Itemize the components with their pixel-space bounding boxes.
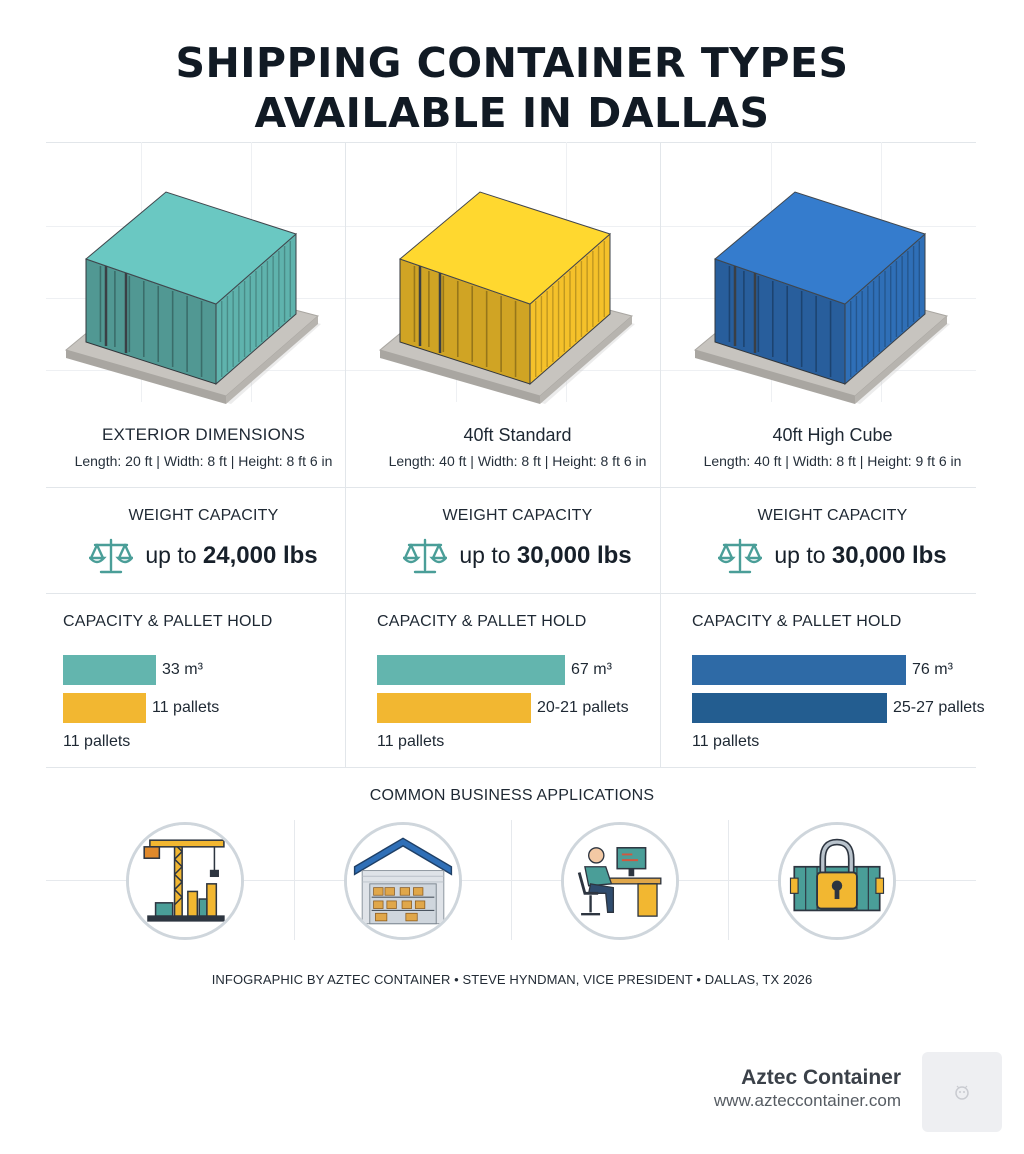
office-worker-icon: [561, 822, 679, 940]
weight-prefix: up to: [774, 542, 826, 568]
scale-icon: [89, 538, 134, 574]
page-title-line-2: AVAILABLE IN DALLAS: [254, 89, 770, 137]
weight-amount: 24,000 lbs: [202, 542, 318, 569]
warehouse-storage-icon: [344, 822, 462, 940]
construction-crane-icon: [126, 822, 244, 940]
pallet-bar: [63, 693, 146, 723]
capacity-label: CAPACITY & PALLET HOLD: [377, 613, 587, 630]
dimensions-text: Length: 40 ft | Width: 8 ft | Height: 9 …: [703, 453, 962, 469]
capacity-label: CAPACITY & PALLET HOLD: [692, 613, 902, 630]
dimensions-heading: 40ft High Cube: [772, 425, 893, 445]
brand-name[interactable]: Aztec Container: [741, 1066, 901, 1089]
dimensions-text: Length: 40 ft | Width: 8 ft | Height: 8 …: [388, 453, 647, 469]
applications-divider: [294, 820, 295, 940]
column-divider: [345, 142, 346, 768]
pallet-note: 11 pallets: [377, 733, 445, 750]
weight-capacity-row: up to 30,000 lbs: [675, 536, 990, 576]
page-title-line-1: SHIPPING CONTAINER TYPES: [175, 39, 849, 87]
volume-value: 76 m³: [912, 661, 953, 678]
weight-capacity-row: up to 30,000 lbs: [360, 536, 675, 576]
secure-lock-icon: [778, 822, 896, 940]
brand-logo: [922, 1052, 1002, 1132]
volume-bar: [377, 655, 565, 685]
page-title: SHIPPING CONTAINER TYPES AVAILABLE IN DA…: [0, 38, 1024, 138]
weight-capacity-label: WEIGHT CAPACITY: [757, 507, 908, 524]
container-illustration: [378, 191, 635, 404]
applications-title: COMMON BUSINESS APPLICATIONS: [369, 787, 655, 804]
weight-capacity-label: WEIGHT CAPACITY: [442, 507, 593, 524]
volume-value: 67 m³: [571, 661, 612, 678]
scale-icon: [718, 538, 763, 574]
weight-capacity-label: WEIGHT CAPACITY: [128, 507, 279, 524]
brand-logo-icon: [955, 1085, 969, 1100]
container-card-40ft-high-cube: 40ft High Cube Length: 40 ft | Width: 8 …: [675, 142, 990, 768]
weight-capacity-value: up to 30,000 lbs: [459, 542, 631, 570]
volume-bar: [692, 655, 906, 685]
weight-capacity-value: up to 24,000 lbs: [145, 542, 317, 570]
container-illustration: [64, 191, 321, 404]
grid-line: [46, 593, 976, 594]
weight-prefix: up to: [145, 542, 197, 568]
pallet-value: 11 pallets: [152, 699, 220, 716]
column-divider: [660, 142, 661, 768]
scale-icon: [403, 538, 448, 574]
pallet-bar: [377, 693, 531, 723]
weight-prefix: up to: [459, 542, 511, 568]
grid-line: [46, 142, 976, 143]
pallet-value: 25-27 pallets: [893, 699, 985, 716]
container-card-40ft-standard: 40ft Standard Length: 40 ft | Width: 8 f…: [360, 142, 675, 768]
volume-bar: [63, 655, 156, 685]
pallet-note: 11 pallets: [63, 733, 131, 750]
infographic-credit: INFOGRAPHIC BY AZTEC CONTAINER • STEVE H…: [211, 972, 813, 987]
container-card-20ft: EXTERIOR DIMENSIONS Length: 20 ft | Widt…: [46, 142, 361, 768]
container-illustration: [693, 191, 950, 404]
pallet-note: 11 pallets: [692, 733, 760, 750]
dimensions-text: Length: 20 ft | Width: 8 ft | Height: 8 …: [74, 453, 333, 469]
pallet-value: 20-21 pallets: [537, 699, 629, 716]
capacity-label: CAPACITY & PALLET HOLD: [63, 613, 273, 630]
weight-capacity-value: up to 30,000 lbs: [774, 542, 946, 570]
dimensions-heading: EXTERIOR DIMENSIONS: [101, 425, 306, 444]
dimensions-heading: 40ft Standard: [463, 425, 572, 445]
weight-amount: 30,000 lbs: [831, 542, 947, 569]
weight-amount: 30,000 lbs: [516, 542, 632, 569]
volume-value: 33 m³: [162, 661, 203, 678]
weight-capacity-row: up to 24,000 lbs: [46, 536, 361, 576]
container-comparison-panel: EXTERIOR DIMENSIONS Length: 20 ft | Widt…: [46, 142, 985, 768]
grid-line: [46, 487, 976, 488]
brand-url-link[interactable]: www.azteccontainer.com: [713, 1091, 901, 1110]
grid-line: [46, 767, 976, 768]
applications-divider: [511, 820, 512, 940]
pallet-bar: [692, 693, 887, 723]
applications-divider: [728, 820, 729, 940]
